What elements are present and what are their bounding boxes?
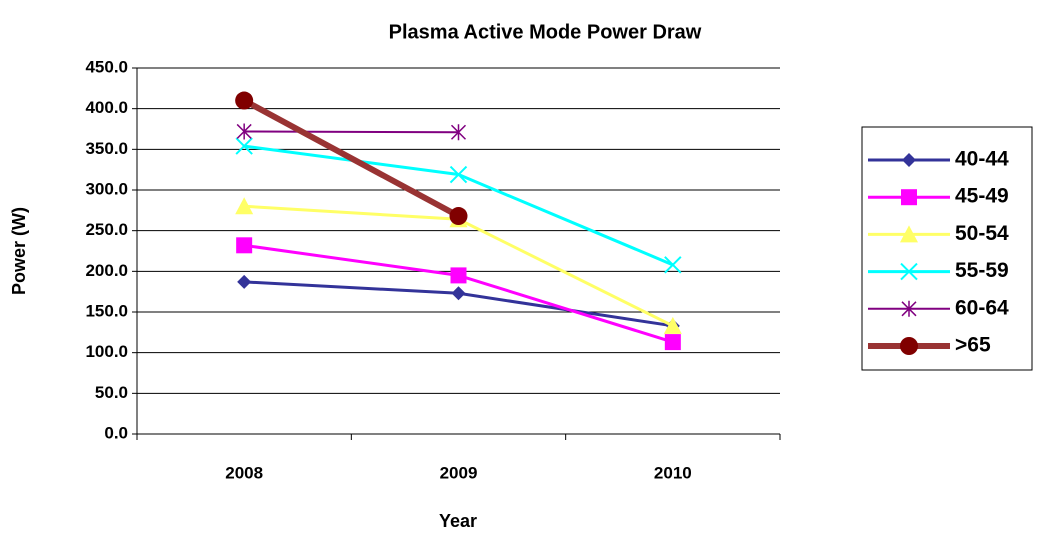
data-point: [235, 137, 253, 155]
series-line: [244, 130, 459, 134]
data-point: [450, 267, 467, 284]
legend-label: 45-49: [955, 185, 1009, 208]
data-point: [449, 165, 468, 184]
data-point: [450, 124, 467, 141]
data-point: [663, 316, 682, 334]
legend-marker: [901, 189, 917, 206]
legend-marker: [900, 262, 918, 281]
y-tick-label: 200.0: [85, 261, 128, 280]
y-axis-title: Power (W): [9, 207, 29, 295]
data-point: [237, 274, 252, 289]
y-tick-label: 0.0: [104, 423, 128, 442]
series-line: [242, 97, 460, 219]
legend-marker: [901, 300, 917, 317]
legend-label: 40-44: [955, 148, 1009, 171]
y-tick-label: 350.0: [85, 139, 128, 158]
x-tick-label: 2009: [440, 463, 478, 482]
legend-marker: [902, 153, 916, 167]
legend-label: >65: [955, 334, 991, 357]
legend-label: 60-64: [955, 296, 1009, 319]
x-tick-label: 2008: [225, 463, 263, 482]
legend-marker: [900, 225, 918, 243]
y-tick-label: 100.0: [85, 342, 128, 361]
legend-box: [861, 126, 1033, 371]
y-tick-label: 50.0: [95, 383, 128, 402]
y-tick-label: 450.0: [85, 57, 128, 76]
data-point: [451, 286, 466, 301]
data-point: [664, 334, 681, 351]
x-axis-title: Year: [439, 511, 477, 531]
data-point: [236, 123, 252, 140]
series-line: [243, 144, 674, 267]
data-point: [235, 91, 254, 110]
chart-title: Plasma Active Mode Power Draw: [389, 21, 702, 43]
legend-label: 50-54: [955, 222, 1009, 245]
x-tick-label: 2010: [654, 463, 692, 482]
data-point: [236, 237, 253, 254]
legend-label: 55-59: [955, 259, 1009, 282]
data-point: [235, 197, 254, 215]
y-tick-label: 150.0: [85, 301, 128, 320]
data-point: [664, 256, 682, 274]
data-point: [449, 207, 468, 226]
legend-marker: [900, 337, 918, 355]
y-tick-label: 400.0: [85, 98, 128, 117]
y-tick-label: 300.0: [85, 179, 128, 198]
y-tick-label: 250.0: [85, 220, 128, 239]
